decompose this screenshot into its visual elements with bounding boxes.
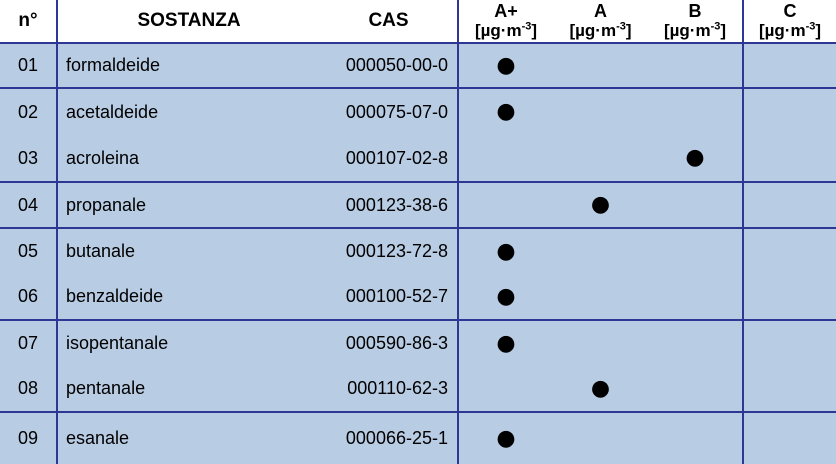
cell-num: 01	[0, 43, 58, 89]
dot-cell-a-plus: ●	[496, 425, 516, 451]
cell-substance: propanale	[57, 182, 320, 229]
cell-cas: 000123-38-6	[320, 182, 459, 229]
cell-cas: 000123-72-8	[320, 228, 459, 274]
cell-num: 06	[0, 274, 58, 321]
unit-label: [µg·m-3]	[758, 20, 822, 40]
dot-cell-a	[553, 228, 648, 274]
dot-cell-c	[743, 366, 836, 413]
class-label-a: A	[594, 1, 607, 21]
cell-substance: esanale	[66, 428, 130, 448]
cell-num: 07	[0, 320, 58, 366]
cell-num: 09	[0, 412, 58, 464]
column-header-num: n°	[0, 0, 58, 44]
cell-substance: isopentanale	[66, 333, 169, 353]
dot-cell-a	[553, 320, 648, 366]
cell-cas: 000066-25-1	[320, 412, 459, 464]
class-label-c: C	[783, 1, 797, 21]
cell-cas: 000100-52-7	[320, 274, 459, 321]
dot-cell-c	[743, 43, 836, 89]
cell-num: 03	[0, 135, 58, 183]
dot-cell-b	[648, 182, 744, 229]
cell-substance: butanale	[66, 241, 136, 261]
dot-cell-a-plus	[458, 366, 553, 413]
dot-cell-b	[648, 366, 744, 413]
dot-cell-a	[553, 274, 648, 321]
cell-substance: benzaldeide	[57, 274, 320, 321]
dot-cell-a-plus	[458, 182, 553, 229]
cell-cas: 000110-62-3	[320, 366, 459, 413]
dot-cell-c	[743, 320, 836, 366]
dot-cell-a-plus: ●	[496, 330, 516, 356]
dot-cell-a	[553, 88, 648, 135]
dot-cell-a-plus: ●	[496, 238, 516, 264]
column-header-a: A [µg·m-3]	[553, 0, 648, 44]
table-row: 08 pentanale 000110-62-3 ●	[0, 366, 836, 413]
dot-cell-c	[743, 135, 836, 183]
table-row: 02 acetaldeide 000075-07-0 ●	[0, 88, 836, 135]
table-row: 05 butanale 000123-72-8 ●	[0, 228, 836, 274]
class-label-a-plus: A+	[494, 1, 518, 21]
dot-cell-a-plus: ●	[458, 43, 553, 89]
dot-cell-a: ●	[553, 182, 648, 229]
cell-substance: formaldeide	[57, 43, 320, 89]
cell-cas: 000590-86-3	[320, 320, 459, 366]
cell-num: 05	[0, 228, 58, 274]
column-header-c: C [µg·m-3]	[743, 0, 836, 44]
cell-cas: 000075-07-0	[320, 88, 459, 135]
cell-num: 02	[0, 88, 58, 135]
dot-cell-b	[648, 43, 744, 89]
dot-cell-a	[553, 135, 648, 183]
column-header-b: B [µg·m-3]	[648, 0, 744, 44]
dot-cell-a-plus: ●	[496, 99, 516, 124]
dot-cell-c	[743, 88, 836, 135]
class-label-b: B	[688, 1, 702, 21]
dot-cell-a-plus	[458, 135, 553, 183]
cell-num: 04	[0, 182, 58, 229]
dot-cell-b	[648, 412, 744, 464]
column-header-cas: CAS	[320, 0, 459, 44]
table-row: 04 propanale 000123-38-6 ●	[0, 182, 836, 229]
column-header-a-plus: A+ [µg·m-3]	[458, 0, 553, 44]
dot-cell-b	[648, 320, 744, 366]
cell-substance: pentanale	[57, 366, 320, 413]
dot-cell-a	[553, 412, 648, 464]
table-row: 06 benzaldeide 000100-52-7 ●	[0, 274, 836, 321]
unit-label: [µg·m-3]	[569, 20, 632, 40]
dot-cell-b	[648, 274, 744, 321]
dot-cell-b	[648, 88, 744, 135]
table-row: 07 isopentanale 000590-86-3 ●	[0, 320, 836, 366]
dot-cell-a: ●	[553, 366, 648, 413]
dot-cell-a	[553, 43, 648, 89]
table-row: 09 esanale 000066-25-1 ●	[0, 412, 836, 464]
column-header-substance: SOSTANZA	[57, 0, 320, 44]
cell-cas: 000050-00-0	[320, 43, 459, 89]
unit-label: [µg·m-3]	[474, 20, 538, 40]
table-row: 03 acroleina 000107-02-8 ●	[0, 135, 836, 183]
cell-num: 08	[0, 366, 58, 413]
unit-label: [µg·m-3]	[663, 20, 727, 40]
table-row: 01 formaldeide 000050-00-0 ●	[0, 43, 836, 89]
dot-cell-a-plus: ●	[458, 274, 553, 321]
dot-cell-c	[743, 228, 836, 274]
cell-cas: 000107-02-8	[320, 135, 459, 183]
dot-cell-b	[648, 228, 744, 274]
dot-cell-c	[743, 182, 836, 229]
dot-cell-b: ●	[648, 135, 744, 183]
cell-substance: acetaldeide	[66, 101, 159, 122]
cell-substance: acroleina	[57, 135, 320, 183]
dot-cell-c	[743, 274, 836, 321]
dot-cell-c	[743, 412, 836, 464]
header-row: n° SOSTANZA CAS A+ [µg·m-3] A [µg·m-3] B…	[0, 0, 836, 44]
